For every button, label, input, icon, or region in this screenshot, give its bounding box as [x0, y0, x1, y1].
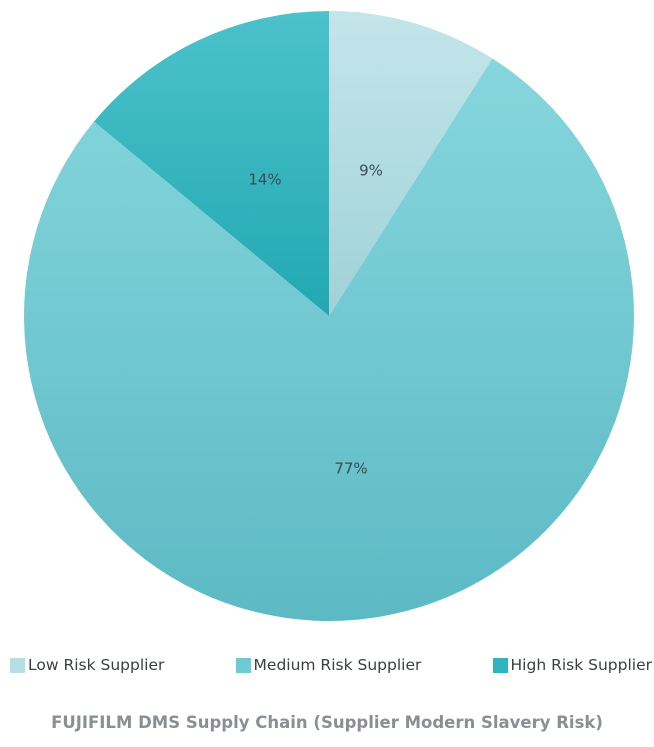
pie-slice-medium[interactable] [24, 58, 634, 622]
legend-swatch-high [492, 657, 508, 673]
pie-slice-high[interactable] [93, 11, 329, 316]
legend-label-high: High Risk Supplier [510, 656, 652, 674]
legend-swatch-medium [235, 657, 251, 673]
slice-label-medium: 77% [334, 460, 367, 478]
legend: Low Risk Supplier Medium Risk Supplier H… [0, 656, 654, 674]
legend-label-medium: Medium Risk Supplier [253, 656, 422, 674]
legend-item-low[interactable]: Low Risk Supplier [10, 656, 164, 674]
slice-label-high: 14% [248, 171, 281, 189]
legend-item-high[interactable]: High Risk Supplier [492, 656, 652, 674]
chart-title: FUJIFILM DMS Supply Chain (Supplier Mode… [51, 713, 603, 732]
pie-chart: 9% 77% 14% [24, 11, 634, 622]
legend-swatch-low [10, 657, 25, 673]
legend-item-medium[interactable]: Medium Risk Supplier [235, 656, 422, 674]
legend-label-low: Low Risk Supplier [28, 656, 165, 674]
pie-slice-low[interactable] [329, 11, 493, 316]
slice-label-low: 9% [359, 162, 383, 180]
